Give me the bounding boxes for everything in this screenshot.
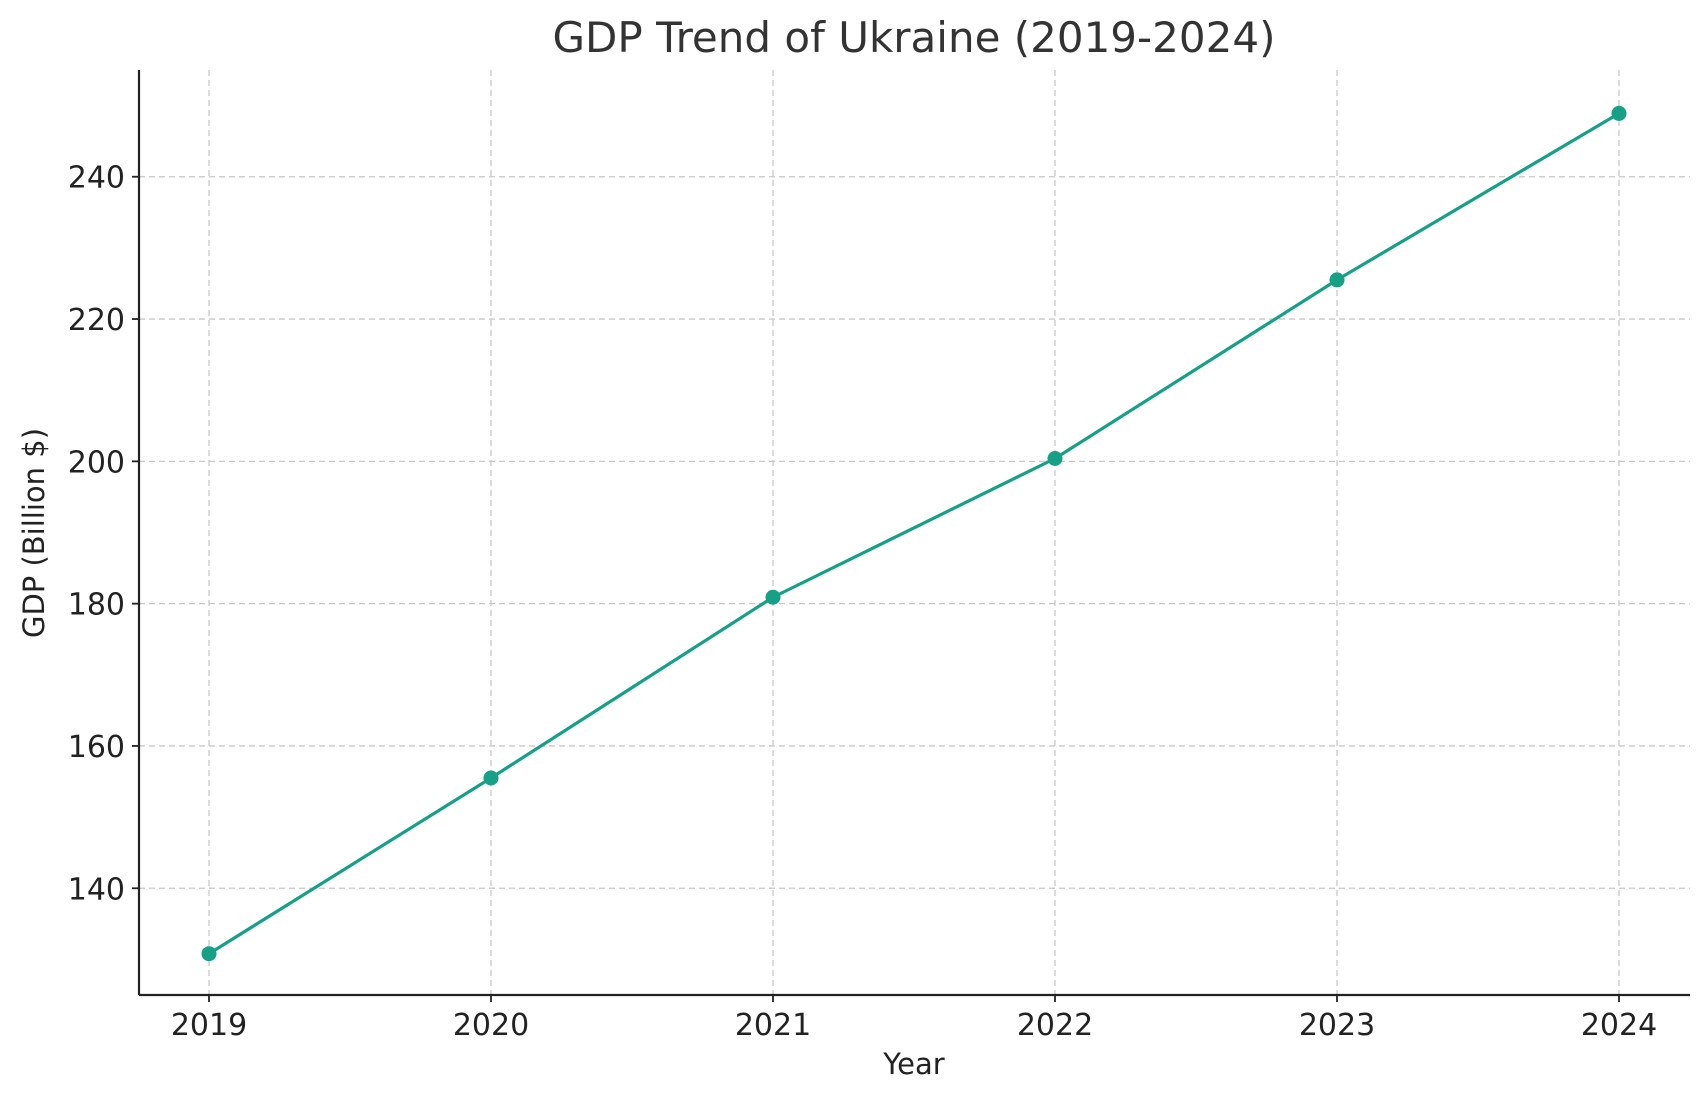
grid-lines	[139, 70, 1690, 995]
y-tick-label: 200	[68, 445, 125, 480]
x-axis-label: Year	[882, 1047, 944, 1081]
data-point-2022	[1047, 451, 1063, 466]
axes	[137, 70, 1690, 997]
tick-labels: 2019 2020 2021 2022 2023 2024 140 160 180 200 220 2…	[68, 161, 1657, 1043]
x-tick-label: 2024	[1581, 1008, 1657, 1043]
data-point-2024	[1611, 105, 1627, 121]
x-tick-label: 2019	[171, 1008, 247, 1043]
y-tick-label: 220	[68, 303, 125, 338]
data-point-2020	[483, 770, 499, 786]
y-tick-label: 180	[68, 588, 125, 623]
series-line	[208, 112, 1620, 956]
data-point-2023	[1329, 272, 1345, 288]
chart-title: GDP Trend of Ukraine (2019-2024)	[553, 13, 1276, 62]
y-tick-label: 140	[68, 872, 125, 907]
data-point-2019	[201, 946, 217, 962]
y-tick-label: 240	[68, 161, 125, 196]
y-axis-label: GDP (Billion $)	[17, 428, 51, 638]
x-tick-label: 2021	[735, 1008, 811, 1043]
data-point-2021	[765, 589, 781, 605]
data-series	[201, 105, 1627, 962]
y-tick-label: 160	[68, 730, 125, 765]
x-tick-label: 2020	[453, 1008, 529, 1043]
x-tick-label: 2023	[1299, 1008, 1375, 1043]
x-tick-label: 2022	[1017, 1008, 1093, 1043]
